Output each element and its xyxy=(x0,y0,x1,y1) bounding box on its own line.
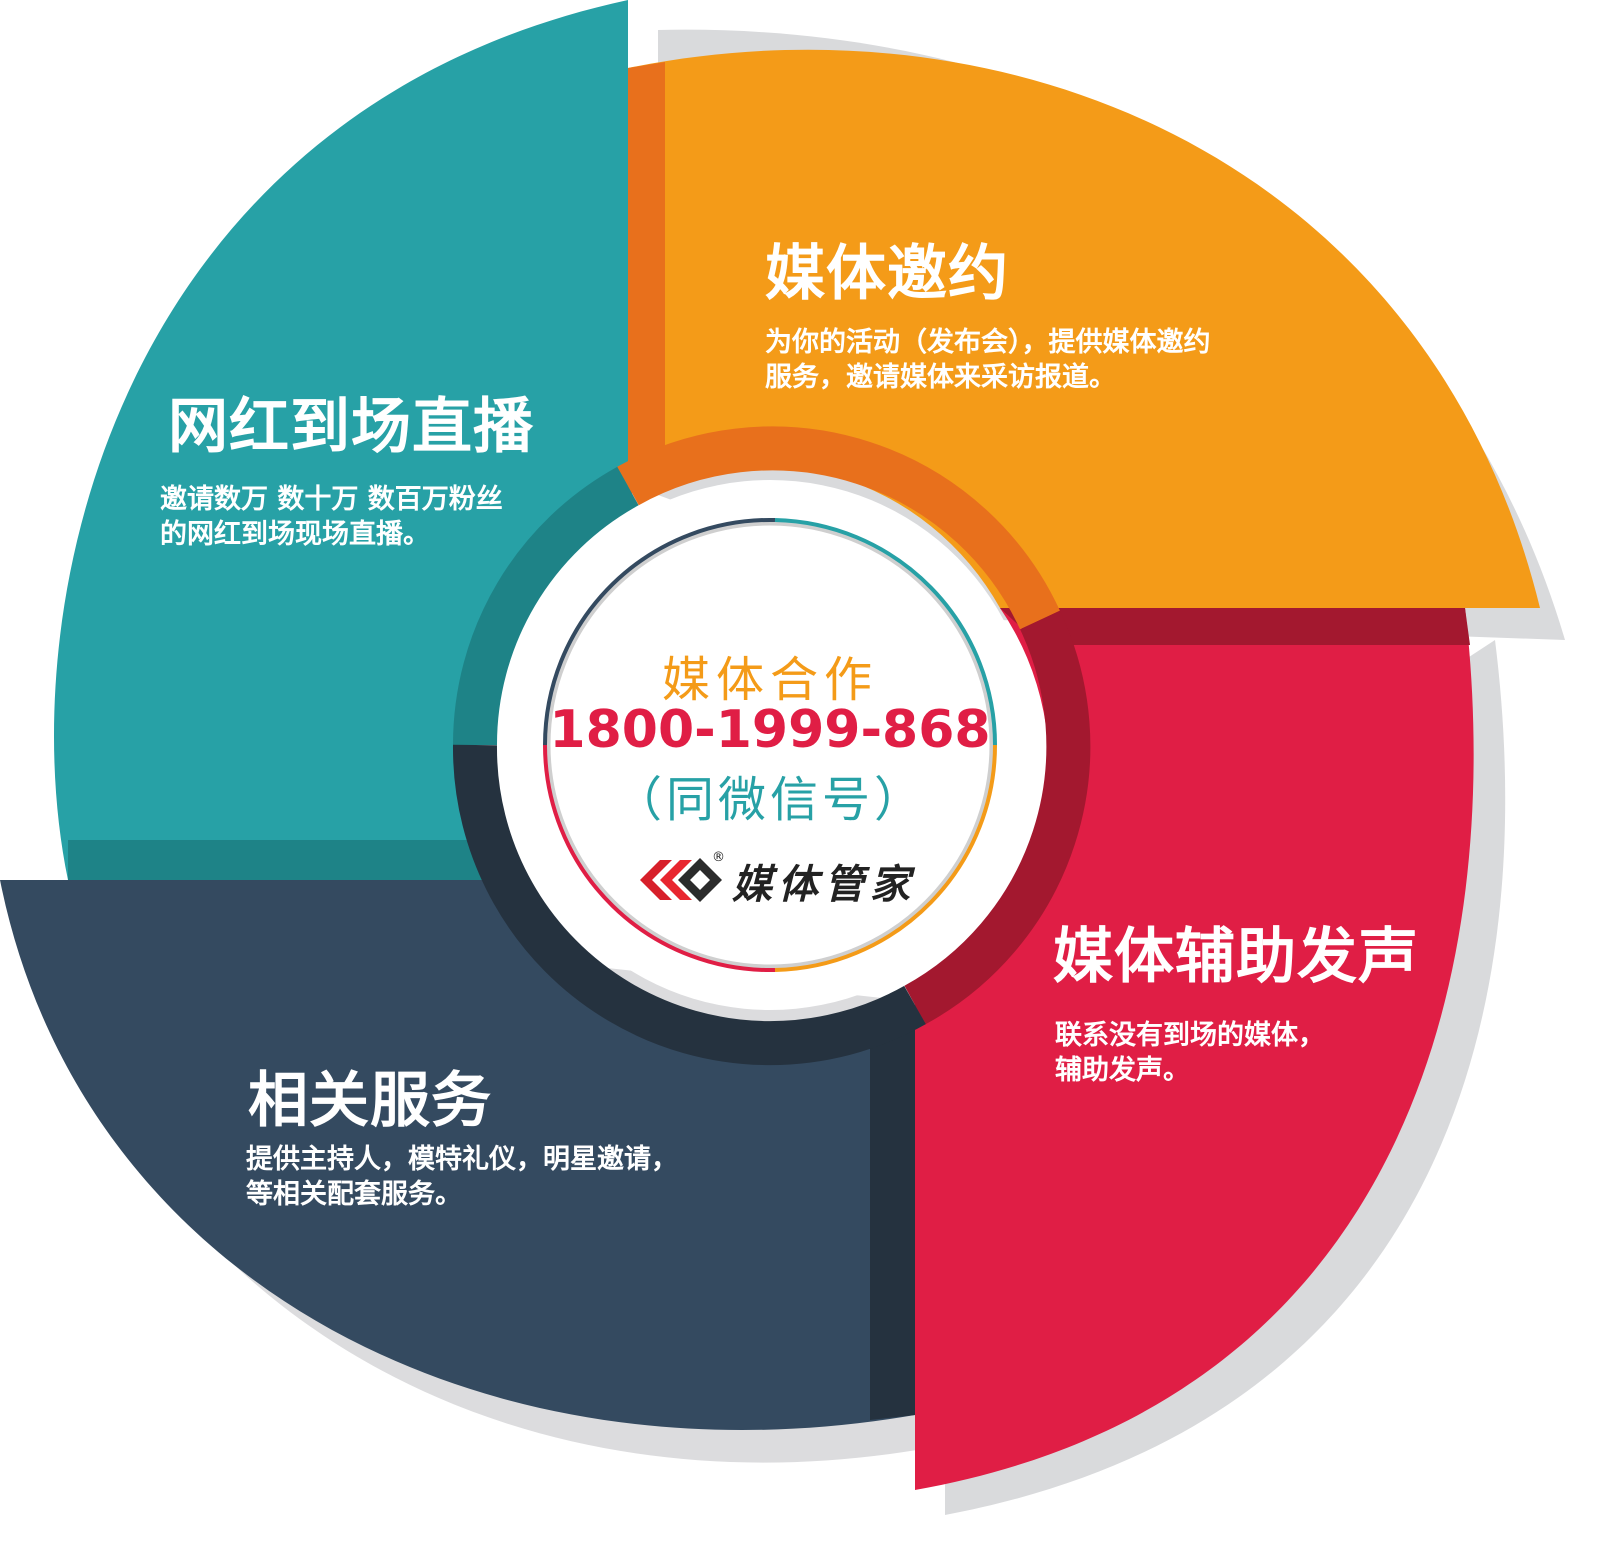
segment-desc-line: 提供主持人，模特礼仪，明星邀请， xyxy=(246,1144,678,1175)
red-edge xyxy=(1000,608,1470,645)
center-phone: 1800-1999-868 xyxy=(549,700,991,760)
orange-edge xyxy=(628,62,665,495)
segment-desc-line: 的网红到场现场直播。 xyxy=(160,519,430,550)
logo-text: 媒体管家 xyxy=(732,861,916,908)
segment-desc-line: 联系没有到场的媒体， xyxy=(1055,1020,1325,1051)
segment-title: 媒体辅助发声 xyxy=(1053,922,1419,992)
ring-teal xyxy=(452,466,639,746)
segment-desc-line: 为你的活动（发布会），提供媒体邀约 xyxy=(765,327,1211,358)
center-arc-red xyxy=(543,744,776,973)
registered-mark: ® xyxy=(712,850,725,865)
segment-desc-line: 服务，邀请媒体来采访报道。 xyxy=(765,362,1116,393)
ring-orange xyxy=(617,426,1060,630)
center-headline: 媒体合作 xyxy=(661,652,878,708)
center-ring-gray xyxy=(545,520,995,970)
segment-title: 网红到场直播 xyxy=(168,392,534,462)
ring-navy xyxy=(452,744,926,1066)
segment-desc-line: 邀请数万 数十万 数百万粉丝 xyxy=(160,484,503,515)
segment-teal xyxy=(53,0,629,880)
segment-navy xyxy=(0,880,915,1431)
teal-edge xyxy=(68,840,500,880)
navy-edge xyxy=(870,1005,915,1420)
segment-title: 媒体邀约 xyxy=(765,239,1009,309)
center-arc-navy xyxy=(543,517,776,746)
segment-desc-line: 等相关配套服务。 xyxy=(246,1179,462,1210)
logo-mark-icon xyxy=(640,858,722,902)
segment-title: 相关服务 xyxy=(248,1066,492,1136)
center-arc-orange xyxy=(774,744,997,972)
segment-desc-line: 辅助发声。 xyxy=(1055,1055,1190,1086)
center-circle xyxy=(505,480,1035,1010)
center-arc-teal xyxy=(774,518,997,746)
ring-red xyxy=(904,610,1091,1025)
center-wechat-note: （同微信号） xyxy=(613,772,926,828)
